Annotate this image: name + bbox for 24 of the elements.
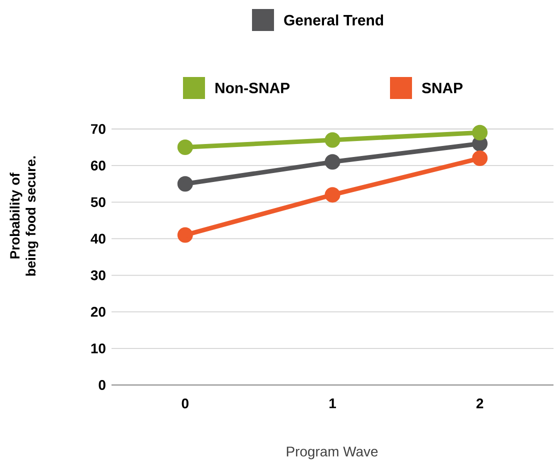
y-tick-label: 60 (90, 160, 106, 171)
y-tick-label: 20 (90, 306, 106, 317)
point (472, 150, 488, 166)
y-tick-label: 30 (90, 270, 106, 280)
point (177, 176, 193, 192)
legend-label: Non-SNAP (216, 82, 290, 94)
point (324, 187, 340, 203)
x-tick-label: 0 (182, 398, 188, 408)
point (472, 124, 488, 140)
x-axis-title: Program Wave (286, 446, 378, 460)
x-tick-label: 2 (476, 398, 484, 408)
point (324, 154, 340, 170)
y-tick-label: 40 (90, 234, 106, 244)
point (177, 140, 193, 156)
y-tick-label: 50 (90, 197, 106, 208)
y-tick-label: 10 (91, 343, 106, 354)
y-tick-label: 70 (91, 124, 106, 134)
legend-label: General Trend (284, 14, 384, 26)
point (177, 227, 193, 243)
x-tick-label: 1 (330, 398, 336, 408)
point (324, 132, 340, 148)
y-tick-label: 0 (98, 380, 106, 390)
legend-label: SNAP (422, 82, 463, 94)
y-axis-title: Probability of being food secure. (10, 156, 38, 276)
